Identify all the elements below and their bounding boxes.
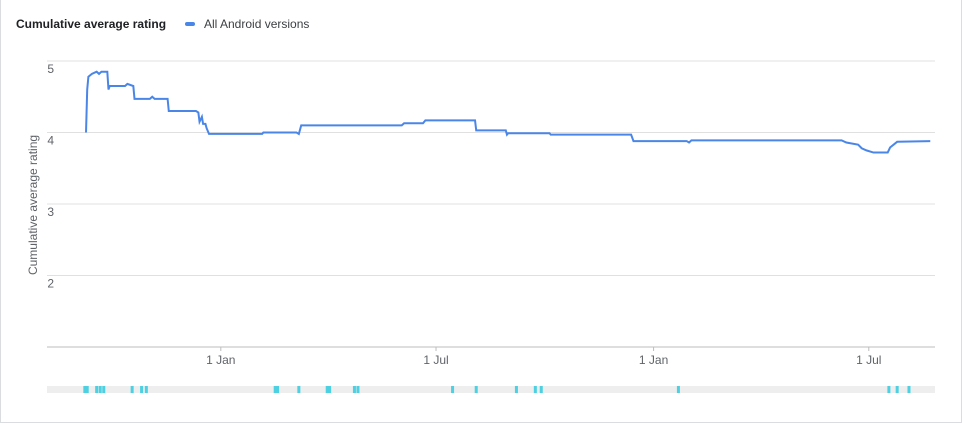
y-tick-label: 2: [47, 277, 54, 291]
release-marker: [539, 386, 543, 393]
release-marker: [533, 386, 537, 393]
marker-strip: [47, 386, 935, 393]
chart-title: Cumulative average rating: [16, 17, 166, 31]
release-marker: [352, 386, 356, 393]
release-marker: [140, 386, 144, 393]
release-marker: [514, 386, 518, 393]
y-tick-label: 5: [47, 62, 54, 76]
legend-swatch: [185, 22, 195, 26]
release-marker: [144, 386, 148, 393]
release-marker: [907, 386, 911, 393]
release-marker: [328, 386, 332, 393]
release-marker: [276, 386, 280, 393]
release-marker: [451, 386, 455, 393]
x-tick-label: 1 Jul: [856, 353, 881, 367]
release-marker: [895, 386, 899, 393]
legend-label: All Android versions: [204, 17, 309, 31]
release-marker: [130, 386, 134, 393]
x-tick-label: 1 Jan: [206, 353, 235, 367]
y-tick-label: 3: [47, 205, 54, 219]
release-marker: [325, 386, 329, 393]
release-marker: [83, 386, 87, 393]
line: [85, 70, 931, 154]
release-marker: [474, 386, 478, 393]
release-marker: [85, 386, 89, 393]
release-marker: [297, 386, 301, 393]
release-marker: [95, 386, 99, 393]
y-axis-title: Cumulative average rating: [26, 135, 40, 275]
y-tick-label: 4: [47, 134, 54, 148]
release-marker: [102, 386, 106, 393]
release-marker: [676, 386, 680, 393]
x-tick-label: 1 Jul: [423, 353, 448, 367]
release-marker: [273, 386, 277, 393]
release-marker: [887, 386, 891, 393]
release-marker: [356, 386, 360, 393]
x-tick-label: 1 Jan: [639, 353, 668, 367]
release-marker: [98, 386, 102, 393]
